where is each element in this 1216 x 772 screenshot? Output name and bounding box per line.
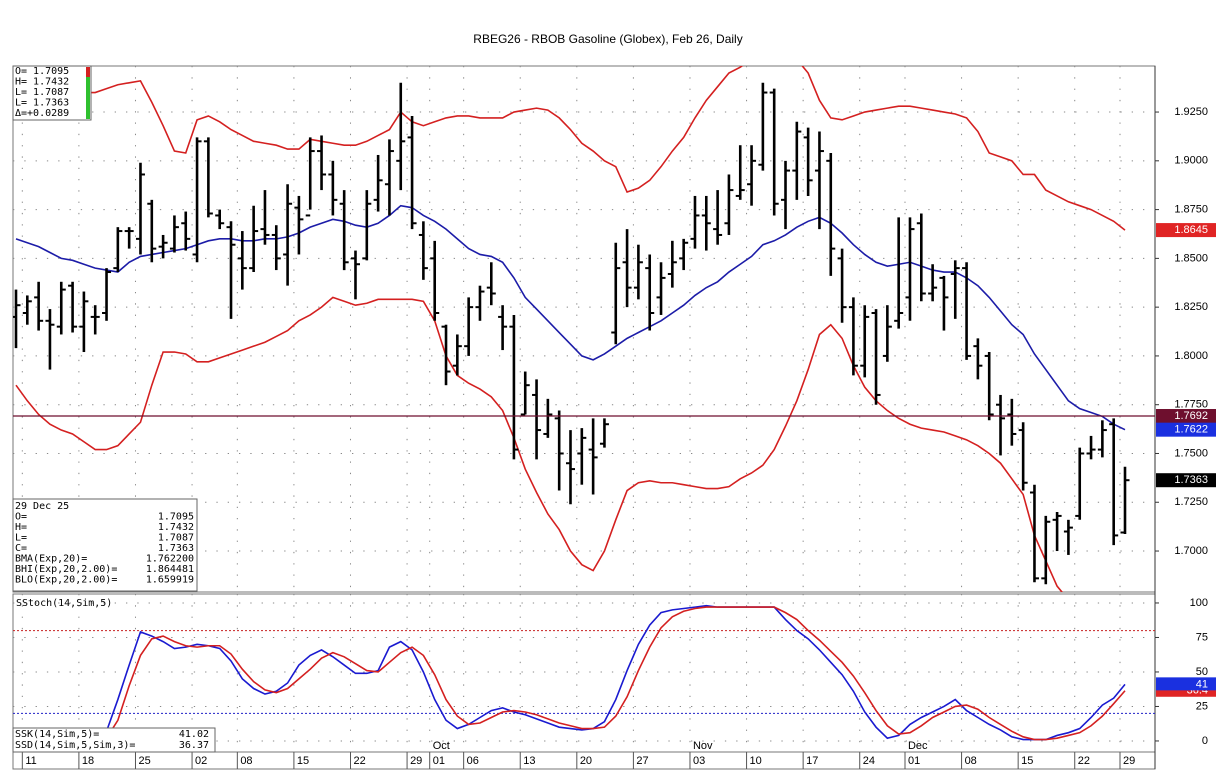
y-tick-label: 1.7500 xyxy=(1174,447,1208,459)
readout-line: O= 1.7095 xyxy=(15,66,69,77)
data-window-label: BHI(Exp,20,2.00)= xyxy=(15,564,117,575)
readout-line: L= 1.7087 xyxy=(15,87,69,98)
indicator-line xyxy=(105,606,1126,741)
readout-indicator-down xyxy=(86,67,90,77)
price-marker xyxy=(1156,473,1216,488)
month-label: Oct xyxy=(433,740,450,752)
y-tick-label: 75 xyxy=(1196,631,1208,643)
y-tick-label: 1.9000 xyxy=(1174,155,1208,167)
x-tick-label: 17 xyxy=(806,755,818,767)
x-tick-label: 25 xyxy=(138,755,150,767)
x-tick-label: 03 xyxy=(693,755,705,767)
x-tick-label: 06 xyxy=(467,755,479,767)
chart-title: RBEG26 - RBOB Gasoline (Globex), Feb 26,… xyxy=(473,32,742,46)
x-tick-label: 29 xyxy=(410,755,422,767)
price-marker xyxy=(1156,223,1216,238)
price-marker-label: 1.7363 xyxy=(1174,474,1208,486)
price-marker xyxy=(1156,422,1216,437)
readout-line: L= 1.7363 xyxy=(15,98,69,109)
data-window-label: C= xyxy=(15,543,27,554)
data-window-label: BLO(Exp,20,2.00)= xyxy=(15,575,117,586)
data-window-value: 1.659919 xyxy=(146,575,194,586)
y-tick-label: 25 xyxy=(1196,700,1208,712)
x-tick-label: 02 xyxy=(195,755,207,767)
y-tick-label: 1.8750 xyxy=(1174,204,1208,216)
indicator-line xyxy=(16,66,1126,231)
y-tick-label: 50 xyxy=(1196,666,1208,678)
y-tick-label: 1.7750 xyxy=(1174,399,1208,411)
legend-value: 41.02 xyxy=(179,729,209,740)
x-tick-label: 29 xyxy=(1123,755,1135,767)
x-tick-label: 22 xyxy=(1078,755,1090,767)
x-tick-label: 01 xyxy=(908,755,920,767)
data-window-label: O= xyxy=(15,512,27,523)
x-tick-label: 11 xyxy=(25,755,36,767)
y-tick-label: 1.8250 xyxy=(1174,301,1208,313)
data-window-value: 1.864481 xyxy=(146,564,194,575)
y-tick-label: 1.7250 xyxy=(1174,496,1208,508)
price-marker xyxy=(1156,409,1216,424)
indicator-line xyxy=(15,204,1126,431)
data-window-value: 1.7432 xyxy=(158,522,194,533)
data-window-date: 29 Dec 25 xyxy=(15,501,69,512)
data-window xyxy=(12,498,198,592)
indicator-line xyxy=(94,604,1126,742)
y-tick-label: 100 xyxy=(1190,597,1208,609)
y-tick-label: 1.8500 xyxy=(1174,252,1208,264)
readout-line: H= 1.7432 xyxy=(15,77,69,88)
y-tick-label: 1.7000 xyxy=(1174,545,1208,557)
x-tick-label: 18 xyxy=(82,755,94,767)
legend-value: 36.37 xyxy=(179,740,209,751)
price-marker-label: 1.7622 xyxy=(1174,424,1208,436)
data-window-label: BMA(Exp,20)= xyxy=(15,554,87,565)
stoch-marker-label: 41 xyxy=(1196,678,1208,690)
data-window-value: 1.7095 xyxy=(158,512,194,523)
month-label: Nov xyxy=(693,740,713,752)
legend-name: SSD(14,Sim,5,Sim,3)= xyxy=(15,740,135,751)
stoch-title: SStoch(14,Sim,5) xyxy=(16,598,112,609)
readout-box xyxy=(12,65,92,121)
x-tick-label: 08 xyxy=(965,755,977,767)
data-window-value: 1.762200 xyxy=(146,554,194,565)
x-tick-label: 10 xyxy=(750,755,762,767)
x-tick-label: 27 xyxy=(636,755,648,767)
readout-line: Δ=+0.0289 xyxy=(15,108,69,119)
x-tick-label: 24 xyxy=(863,755,875,767)
indicator-line xyxy=(15,296,1063,592)
stoch-legend xyxy=(12,727,216,753)
x-tick-label: 15 xyxy=(297,755,309,767)
legend-name: SSK(14,Sim,5)= xyxy=(15,729,99,740)
data-window-value: 1.7363 xyxy=(158,543,194,554)
x-tick-label: 01 xyxy=(433,755,445,767)
price-marker-label: 1.8645 xyxy=(1174,224,1208,236)
price-plot xyxy=(13,66,1130,592)
stoch-plot xyxy=(13,604,1155,742)
y-tick-label: 1.8000 xyxy=(1174,350,1208,362)
data-window-value: 1.7087 xyxy=(158,533,194,544)
x-tick-label: 20 xyxy=(580,755,592,767)
y-tick-label: 0 xyxy=(1202,735,1208,747)
month-label: Dec xyxy=(908,740,928,752)
readout-indicator-up xyxy=(86,77,90,119)
x-tick-label: 22 xyxy=(353,755,365,767)
data-window-label: H= xyxy=(15,522,27,533)
price-marker-label: 1.7692 xyxy=(1174,410,1208,422)
axes: 1.7000 1.7250 1.7500 1.7750 1.8000 1.8250 1.85… xyxy=(13,106,1216,769)
y-tick-label: 1.9250 xyxy=(1174,106,1208,118)
stoch-marker xyxy=(1156,677,1216,691)
x-tick-label: 15 xyxy=(1021,755,1033,767)
data-window-label: L= xyxy=(15,533,27,544)
x-tick-label: 13 xyxy=(523,755,535,767)
x-tick-label: 08 xyxy=(240,755,252,767)
